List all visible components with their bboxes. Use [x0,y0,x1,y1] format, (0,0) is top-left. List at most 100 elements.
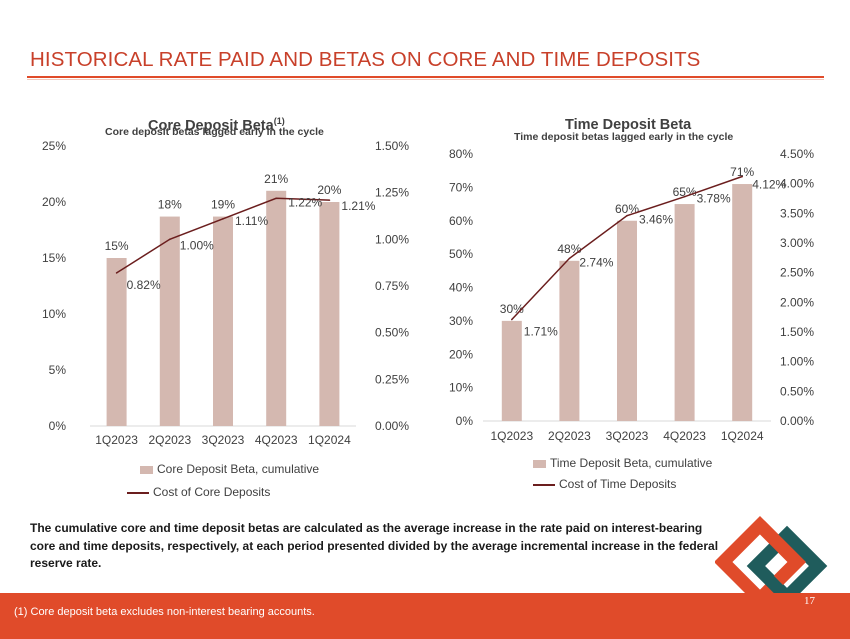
core-legend-line: Cost of Core Deposits [127,485,270,499]
bar [501,320,522,421]
y-tick-label: 30% [449,314,473,328]
line-data-label: 1.21% [341,199,375,213]
x-tick-label: 1Q2024 [721,429,764,443]
y-tick-label: 15% [42,251,66,265]
time-legend-bar: Time Deposit Beta, cumulative [533,456,712,470]
legend-line-label: Cost of Time Deposits [559,477,677,491]
y-tick-label: 25% [42,139,66,153]
bar [213,216,233,426]
y2-tick-label: 3.50% [780,206,814,220]
y-tick-label: 10% [42,307,66,321]
line-data-label: 1.11% [235,214,268,228]
time-chart-subtitle: Time deposit betas lagged early in the c… [514,131,734,143]
bar [266,190,287,426]
line-data-label: 0.82% [127,278,161,292]
bar-data-label: 21% [264,172,288,186]
y2-tick-label: 2.50% [780,266,814,280]
bar-data-label: 48% [557,242,581,256]
x-tick-label: 1Q2024 [308,433,351,447]
y2-tick-label: 1.50% [780,325,814,339]
y-tick-label: 60% [449,214,473,228]
title-underline-shadow [27,79,824,80]
bar-data-label: 19% [211,198,235,212]
bar-data-label: 71% [730,165,754,179]
legend-line-swatch [127,491,149,494]
x-tick-label: 1Q2023 [95,433,138,447]
bar [159,216,180,426]
x-tick-label: 4Q2023 [255,433,298,447]
x-tick-label: 1Q2023 [490,429,533,443]
y2-tick-label: 1.00% [375,232,409,246]
core-chart-subtitle: Core deposit betas lagged early in the c… [105,126,324,138]
footnote: (1) Core deposit beta excludes non-inter… [14,606,315,618]
x-tick-label: 4Q2023 [663,429,706,443]
y-tick-label: 20% [42,195,66,209]
bar [732,184,753,421]
time-chart-title: Time Deposit Beta [565,117,692,133]
page-title: HISTORICAL RATE PAID AND BETAS ON CORE A… [30,48,701,71]
company-logo [715,516,828,608]
bar [106,258,127,426]
line-point [169,238,171,241]
y2-tick-label: 0.50% [375,326,409,340]
y2-tick-label: 2.00% [780,295,814,309]
line-data-label: 1.22% [288,195,322,209]
bar-data-label: 60% [615,202,639,216]
footer-bar [0,593,850,639]
y2-tick-label: 4.00% [780,177,814,191]
y-tick-label: 20% [449,347,473,361]
legend-bar-label: Time Deposit Beta, cumulative [550,456,713,470]
x-tick-label: 3Q2023 [202,433,245,447]
line-data-label: 1.00% [180,238,214,252]
core-chart-title: Core Deposit Beta(1) [148,116,285,134]
line-point [275,197,278,200]
y-tick-label: 50% [449,247,473,261]
x-tick-label: 2Q2023 [548,429,591,443]
y2-tick-label: 0.00% [780,414,814,428]
y2-tick-label: 4.50% [780,147,814,161]
y2-tick-label: 1.25% [375,186,409,200]
line-point [626,214,628,217]
line-data-label: 3.78% [697,192,731,206]
legend-bar-swatch [533,459,546,468]
bar-data-label: 65% [673,185,697,199]
y-tick-label: 80% [449,147,473,161]
y-tick-label: 5% [49,363,67,377]
line-point [741,175,743,178]
time-legend-line: Cost of Time Deposits [533,477,676,491]
title-underline [27,76,824,78]
bar-data-label: 30% [500,302,524,316]
bar [559,260,580,421]
bar-data-label: 20% [317,183,341,197]
line-point [115,272,118,274]
y-tick-label: 0% [456,414,474,428]
legend-line-swatch [533,483,555,486]
line-data-label: 2.74% [579,255,613,269]
bar-data-label: 18% [158,198,182,212]
y-tick-label: 0% [49,419,67,433]
y-tick-label: 10% [449,381,473,395]
bar [319,202,340,426]
line-data-label: 3.46% [639,213,673,227]
line-point [683,195,686,198]
y2-tick-label: 0.25% [375,372,409,386]
line-data-label: 1.71% [524,325,558,339]
y2-tick-label: 1.50% [375,139,409,153]
legend-bar-label: Core Deposit Beta, cumulative [157,462,320,476]
page-number: 17 [804,595,815,607]
legend-bar-swatch [140,465,153,474]
y2-tick-label: 0.00% [375,419,409,433]
line-point [568,257,571,260]
line-point [511,318,513,321]
y-tick-label: 70% [449,180,473,194]
y-tick-label: 40% [449,281,473,295]
line-point [222,218,224,220]
line-data-label: 4.12% [752,178,786,192]
y2-tick-label: 0.75% [375,279,409,293]
y2-tick-label: 0.50% [780,384,814,398]
line-point [328,199,331,201]
bar [674,204,695,421]
x-tick-label: 3Q2023 [606,429,649,443]
